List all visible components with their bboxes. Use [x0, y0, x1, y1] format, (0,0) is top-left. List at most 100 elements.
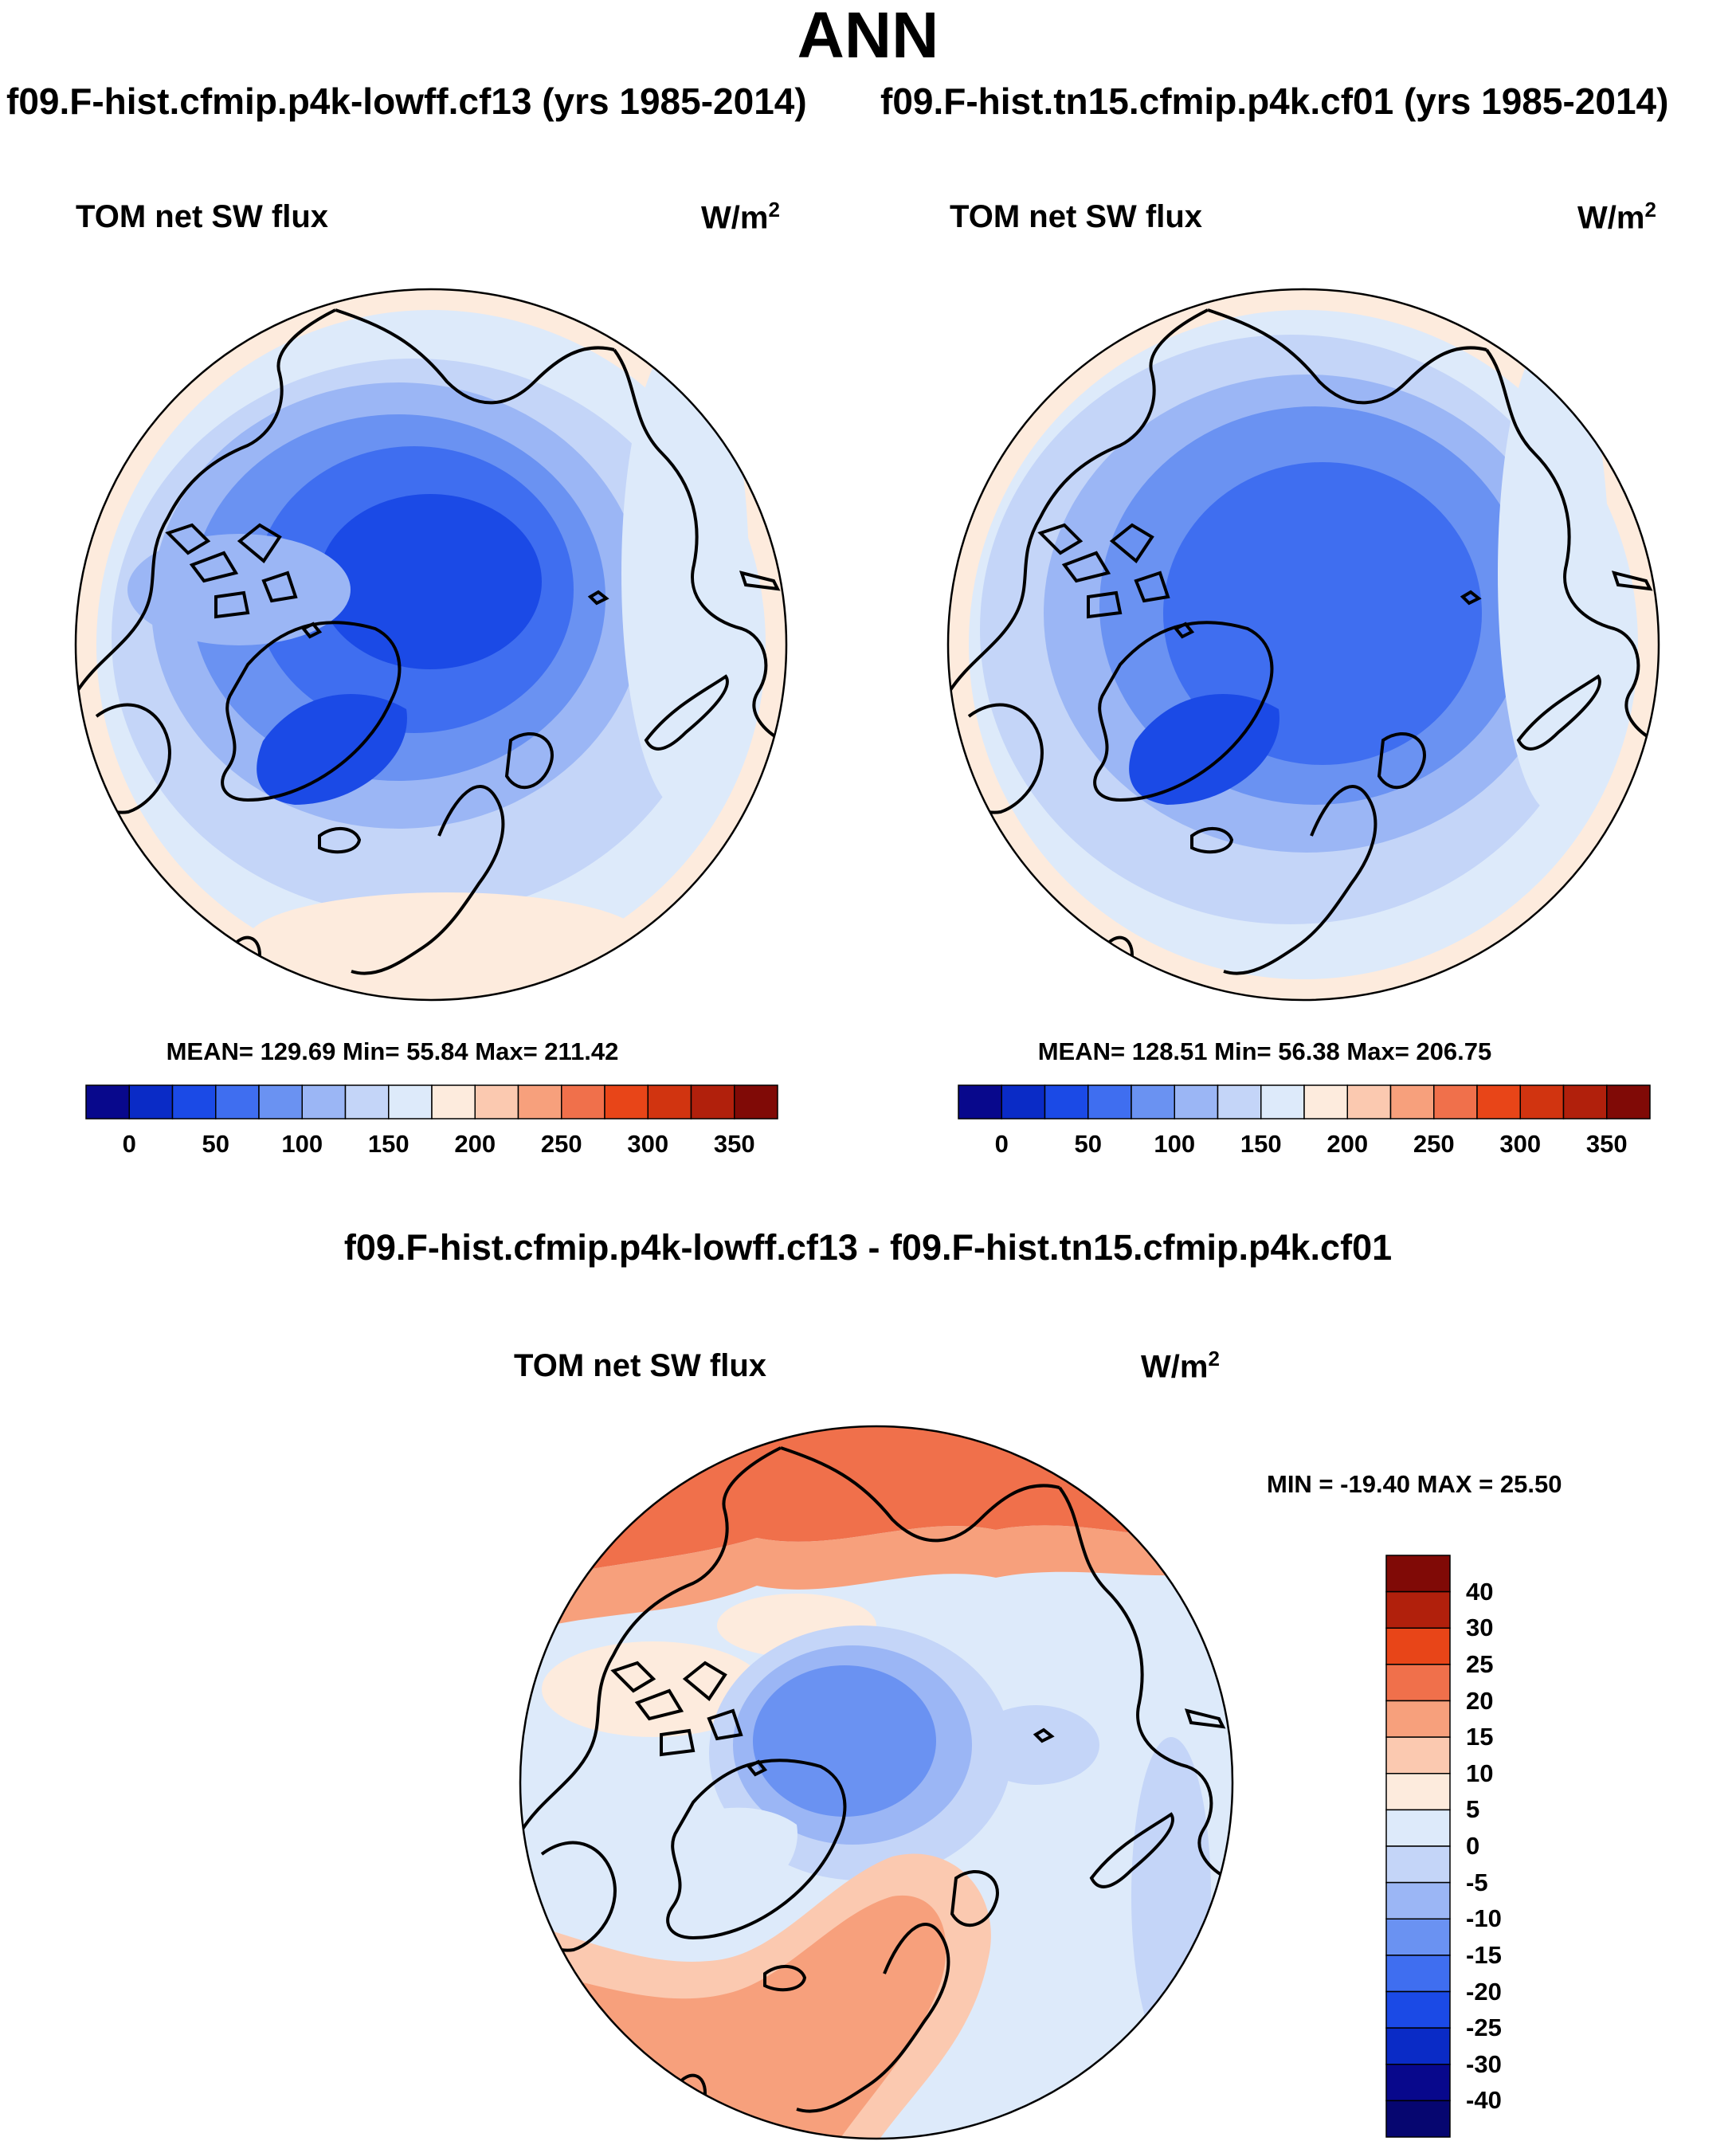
figure-title: ANN: [797, 0, 939, 72]
panel2-colorbar-tick: 300: [1499, 1130, 1542, 1158]
diff-colorbar-label: -10: [1466, 1904, 1502, 1933]
panel1-colorbar-cell: [388, 1084, 433, 1120]
diff-colorbar-label: -25: [1466, 2014, 1502, 2042]
panel1-colorbar-cell: [734, 1084, 778, 1120]
diff-colorbar-label: 10: [1466, 1759, 1494, 1787]
panel1-colorbar-tick: 300: [627, 1130, 669, 1158]
diff-title: f09.F-hist.cfmip.p4k-lowff.cf13 - f09.F-…: [343, 1227, 1393, 1268]
panel2-colorbar-cell: [1303, 1084, 1348, 1120]
panel1-colorbar-cell: [85, 1084, 130, 1120]
diff-colorbar-label: -5: [1466, 1868, 1488, 1896]
panel2-colorbar-tick: 350: [1585, 1130, 1628, 1158]
diff-colorbar-cell: [1385, 1627, 1451, 1665]
panel2-variable: TOM net SW flux: [950, 199, 1203, 234]
panel1-colorbar-cell: [301, 1084, 347, 1120]
panel1-colorbar-tick: 350: [713, 1130, 755, 1158]
panel1-colorbar-tick: 50: [202, 1130, 229, 1158]
panel1-colorbar-tick: 100: [281, 1130, 323, 1158]
panel1-colorbar-tick: 200: [454, 1130, 496, 1158]
diff-colorbar-cell: [1385, 1881, 1451, 1920]
panel1-colorbar: [85, 1084, 778, 1120]
diff-colorbar-label: -30: [1466, 2049, 1502, 2078]
diff-colorbar-cell: [1385, 1809, 1451, 1847]
panel1-stats: MEAN= 129.69 Min= 55.84 Max= 211.42: [166, 1037, 619, 1065]
panel2-colorbar: [958, 1084, 1651, 1120]
diff-units: W/m2: [1141, 1347, 1220, 1385]
panel2-colorbar-tick: 50: [1074, 1130, 1102, 1158]
diff-colorbar-cell: [1385, 2064, 1451, 2102]
diff-colorbar-cell: [1385, 1845, 1451, 1884]
diff-colorbar-label: 5: [1466, 1795, 1480, 1824]
panel1-colorbar-cell: [128, 1084, 174, 1120]
diff-colorbar-cell: [1385, 2027, 1451, 2065]
panel2-colorbar-tick: 150: [1240, 1130, 1282, 1158]
panel1-colorbar-cell: [258, 1084, 303, 1120]
panel2-colorbar-cell: [1174, 1084, 1219, 1120]
panel1-colorbar-cell: [431, 1084, 476, 1120]
panel1-colorbar-cell: [474, 1084, 519, 1120]
diff-colorbar-label: 20: [1466, 1686, 1494, 1715]
diff-colorbar-label: -15: [1466, 1940, 1502, 1969]
panel1-map-border: [74, 288, 788, 1002]
panel2-colorbar-cell: [1260, 1084, 1305, 1120]
panel2-colorbar-tick: 0: [994, 1130, 1009, 1158]
panel1-colorbar-tick: 150: [367, 1130, 410, 1158]
panel2-colorbar-cell: [1433, 1084, 1478, 1120]
panel1-colorbar-cell: [690, 1084, 735, 1120]
diff-map: [520, 1426, 1232, 2139]
diff-colorbar-cell: [1385, 1918, 1451, 1956]
panel2-colorbar-cell: [1001, 1084, 1046, 1120]
panel2-colorbar-cell: [958, 1084, 1002, 1120]
panel1-colorbar-cell: [517, 1084, 562, 1120]
case-a-label: f09.F-hist.cfmip.p4k-lowff.cf13 (yrs 198…: [6, 80, 807, 122]
panel2-colorbar-tick: 100: [1154, 1130, 1196, 1158]
panel1-colorbar-cell: [171, 1084, 217, 1120]
panel2-colorbar-tick: 200: [1326, 1130, 1369, 1158]
panel2-colorbar-tick: 250: [1413, 1130, 1455, 1158]
panel2-units: W/m2: [1577, 198, 1656, 236]
diff-colorbar-label: 25: [1466, 1649, 1494, 1678]
case-b-label: f09.F-hist.tn15.cfmip.p4k.cf01 (yrs 1985…: [880, 80, 1669, 122]
panel1-colorbar-cell: [344, 1084, 390, 1120]
panel1-colorbar-cell: [647, 1084, 692, 1120]
diff-colorbar-cell: [1385, 1773, 1451, 1811]
diff-colorbar-label: -20: [1466, 1977, 1502, 2006]
panel1-colorbar-cell: [561, 1084, 605, 1120]
panel2-colorbar-cell: [1044, 1084, 1089, 1120]
panel1-colorbar-tick: 0: [122, 1130, 136, 1158]
diff-map-border: [519, 1425, 1234, 2140]
panel1-map: [76, 289, 786, 1000]
panel2-colorbar-cell: [1131, 1084, 1175, 1120]
panel1-colorbar-cell: [215, 1084, 260, 1120]
diff-colorbar-label: 40: [1466, 1577, 1494, 1606]
panel2-colorbar-cell: [1346, 1084, 1392, 1120]
diff-colorbar-cell: [1385, 1700, 1451, 1738]
panel1-colorbar-cell: [604, 1084, 649, 1120]
diff-colorbar-label: -40: [1466, 2086, 1502, 2115]
diff-colorbar: [1385, 1555, 1451, 2138]
panel2-colorbar-cell: [1519, 1084, 1565, 1120]
panel2-colorbar-cell: [1087, 1084, 1132, 1120]
panel2-colorbar-cell: [1606, 1084, 1651, 1120]
panel1-units: W/m2: [701, 198, 780, 236]
diff-colorbar-cell: [1385, 2100, 1451, 2138]
panel1-colorbar-tick: 250: [540, 1130, 582, 1158]
panel2-stats: MEAN= 128.51 Min= 56.38 Max= 206.75: [1037, 1037, 1492, 1065]
panel2-colorbar-cell: [1217, 1084, 1262, 1120]
panel2-map-border: [946, 288, 1660, 1002]
panel2-colorbar-cell: [1562, 1084, 1608, 1120]
diff-colorbar-cell: [1385, 1736, 1451, 1774]
diff-stats: MIN = -19.40 MAX = 25.50: [1267, 1470, 1562, 1498]
diff-colorbar-cell: [1385, 1990, 1451, 2029]
panel2-map: [948, 289, 1659, 1000]
diff-colorbar-cell: [1385, 1955, 1451, 1993]
diff-colorbar-cell: [1385, 1555, 1451, 1593]
panel2-colorbar-cell: [1389, 1084, 1435, 1120]
diff-colorbar-cell: [1385, 1590, 1451, 1629]
diff-colorbar-cell: [1385, 1664, 1451, 1702]
panel1-variable: TOM net SW flux: [76, 199, 329, 234]
diff-variable: TOM net SW flux: [514, 1348, 767, 1383]
diff-colorbar-label: 0: [1466, 1832, 1480, 1860]
diff-colorbar-label: 15: [1466, 1723, 1494, 1751]
